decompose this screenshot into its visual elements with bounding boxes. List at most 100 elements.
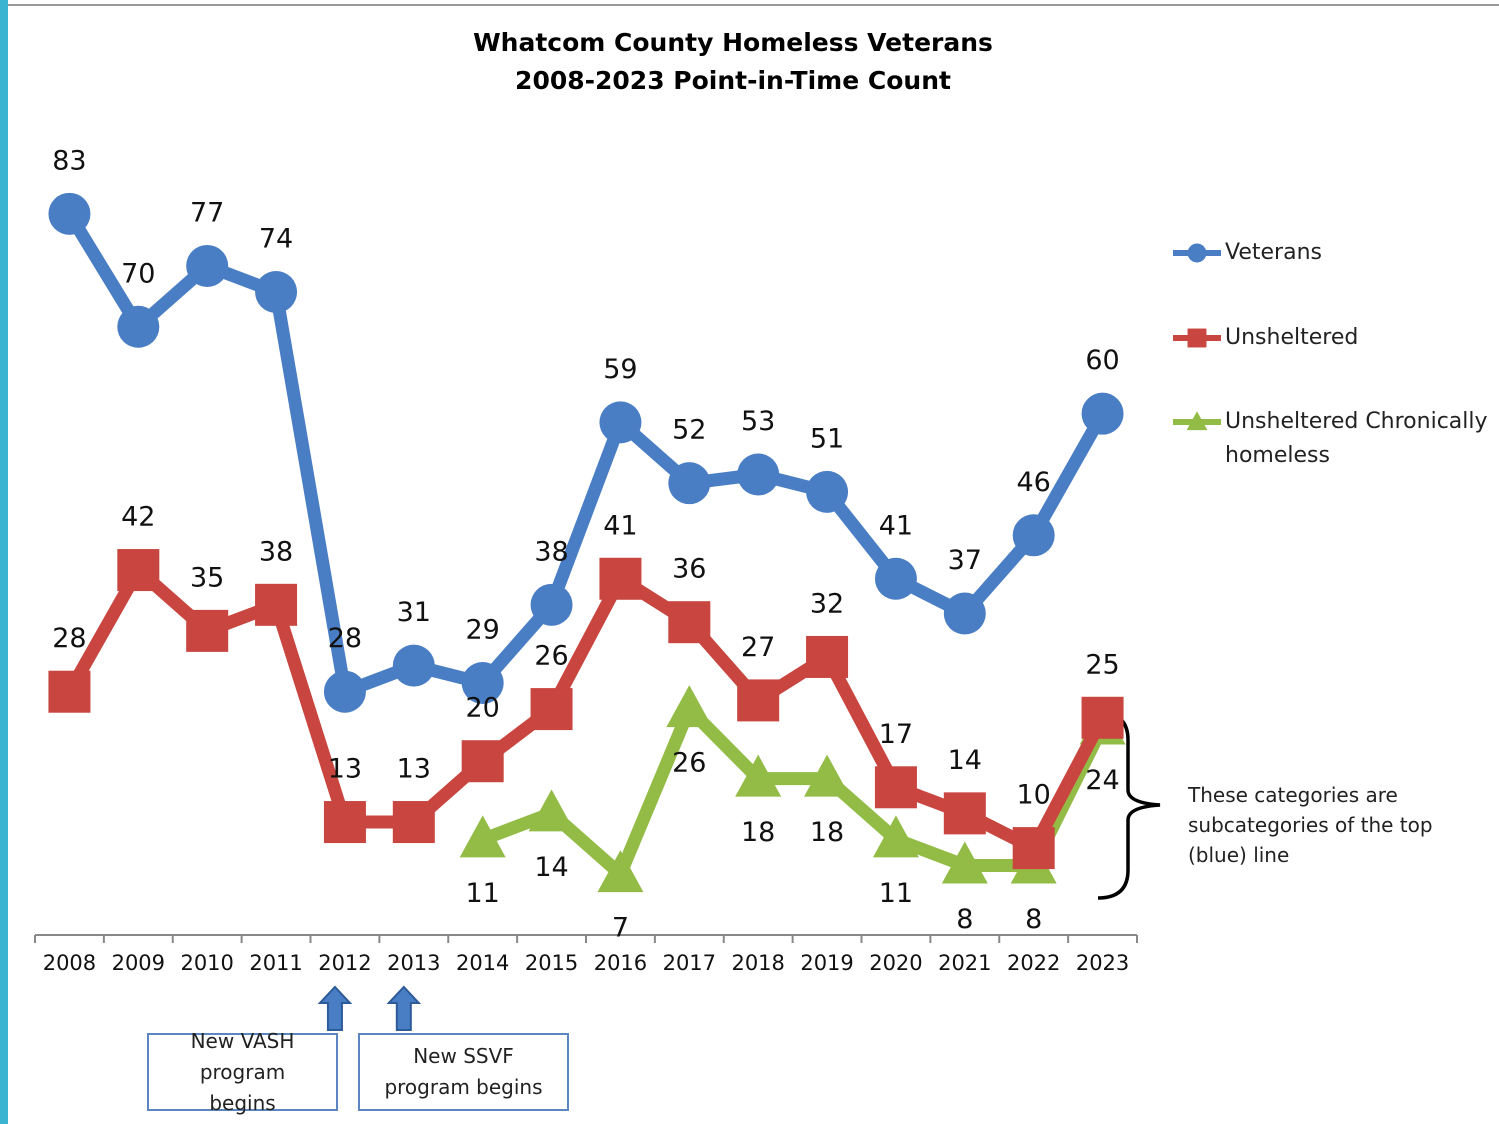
point [459,815,506,858]
x-tick-label: 2016 [594,951,647,975]
data-label: 27 [741,632,775,663]
point [255,271,298,314]
legend-marker [1187,328,1207,348]
point [186,609,229,652]
annotation: New SSVF program begins [358,1033,569,1111]
point [1081,392,1124,435]
point [461,662,504,705]
point [737,453,780,496]
data-label: 83 [52,145,86,176]
x-tick-label: 2018 [731,951,784,975]
data-label: 11 [879,878,913,909]
annotation: New VASH program begins [147,1029,338,1115]
data-label: 37 [948,545,982,576]
point [943,592,986,635]
x-tick-label: 2023 [1076,951,1129,975]
legend-marker [1186,411,1208,431]
data-label: 18 [741,817,775,848]
series [48,192,1124,713]
point [392,801,435,844]
point [668,601,711,644]
data-label: 74 [259,224,293,255]
point [1081,696,1124,739]
point [530,688,573,731]
data-label: 18 [810,817,844,848]
data-label: 13 [328,754,362,785]
data-label: 8 [956,904,973,935]
point [806,470,849,513]
data-label: 35 [190,562,224,593]
legend-label: Veterans [1225,240,1322,265]
data-label: 26 [534,641,568,672]
data-label: 42 [121,502,155,533]
x-tick-label: 2013 [387,951,440,975]
point [1012,514,1055,557]
x-tick-label: 2019 [800,951,853,975]
x-tick-label: 2020 [869,951,922,975]
data-label: 41 [603,510,637,541]
x-tick-label: 2022 [1007,951,1060,975]
arrow [317,985,353,1031]
point [599,401,642,444]
data-label: 26 [672,748,706,779]
point [872,815,919,858]
point [1012,827,1055,870]
data-label: 28 [52,623,86,654]
point [874,766,917,809]
point [941,841,988,884]
data-label: 24 [1085,765,1119,796]
data-label: 36 [672,554,706,585]
data-label: 59 [603,354,637,385]
data-label: 52 [672,415,706,446]
data-label: 14 [534,852,568,883]
point [668,462,711,505]
data-label: 53 [741,406,775,437]
point [874,557,917,600]
point [323,801,366,844]
chart-subtitle: 2008-2023 Point-in-Time Count [515,66,951,95]
data-label: 38 [534,536,568,567]
point [597,850,644,893]
point [737,679,780,722]
point [735,754,782,797]
point [117,549,160,592]
point [255,583,298,626]
point [48,670,91,713]
data-label: 51 [810,423,844,454]
point [461,740,504,783]
x-tick-label: 2014 [456,951,509,975]
data-label: 38 [259,536,293,567]
line [63,210,1109,699]
data-label: 8 [1025,904,1042,935]
data-label: 32 [810,588,844,619]
chart-title: Whatcom County Homeless Veterans [473,28,993,57]
point [323,670,366,713]
point [599,557,642,600]
data-label: 17 [879,719,913,750]
x-tick-label: 2009 [112,951,165,975]
data-label: 11 [466,878,500,909]
data-label: 77 [190,197,224,228]
data-label: 28 [328,623,362,654]
data-label: 41 [879,510,913,541]
data-label: 20 [466,693,500,724]
point [943,792,986,835]
arrows [317,985,422,1031]
point [392,644,435,687]
arrow [386,985,422,1031]
x-tick-label: 2008 [43,951,96,975]
data-label: 29 [466,615,500,646]
legend-marker [1187,243,1207,263]
line [480,702,1109,881]
x-tick-label: 2010 [180,951,233,975]
point [117,305,160,348]
data-label: 70 [121,258,155,289]
point [530,583,573,626]
point [528,789,575,832]
data-label: 7 [612,913,629,944]
point [186,244,229,287]
line [63,563,1109,855]
x-tick-label: 2011 [249,951,302,975]
